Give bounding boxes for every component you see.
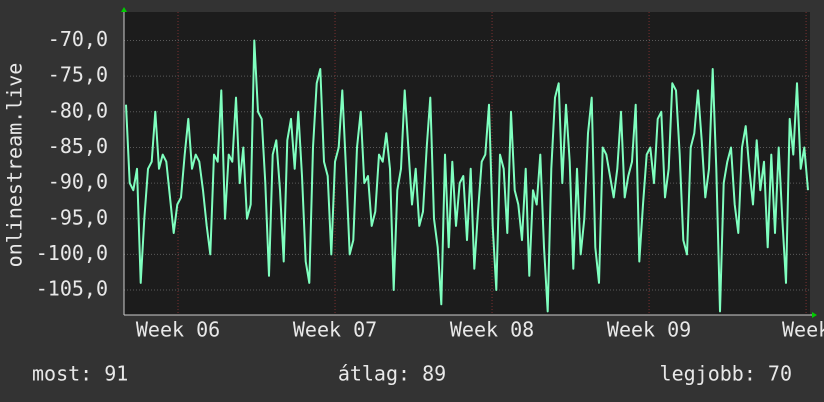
x-axis-arrow (812, 312, 817, 318)
legend-best: legjobb: 70 (660, 362, 792, 386)
y-axis-label: onlinestream.live (3, 63, 27, 268)
x-tick-label: Week 09 (607, 318, 691, 342)
y-tick-label: -95,0 (48, 205, 108, 229)
y-tick-label: -100,0 (36, 241, 108, 265)
data-line (125, 39, 809, 313)
plot-area (124, 12, 810, 315)
legend-current: most: 91 (32, 362, 128, 386)
y-tick-label: -80,0 (48, 98, 108, 122)
y-tick-label: -75,0 (48, 63, 108, 87)
y-tick-label: -70,0 (48, 27, 108, 51)
y-axis-arrow (121, 7, 127, 12)
x-tick-label: Week 08 (450, 318, 534, 342)
x-tick-label: Week 06 (136, 318, 220, 342)
y-tick-label: -85,0 (48, 134, 108, 158)
x-tick-label: Week 07 (293, 318, 377, 342)
y-tick-label: -90,0 (48, 170, 108, 194)
y-tick-label: -105,0 (36, 277, 108, 301)
x-tick-label: Week (782, 318, 824, 342)
legend-average: átlag: 89 (338, 362, 446, 386)
